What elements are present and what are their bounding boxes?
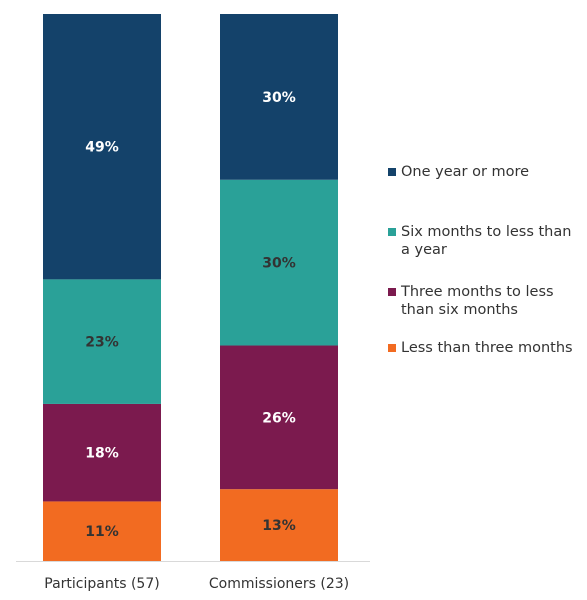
bar-segment-participants-57-less-than-three-months: [43, 501, 161, 561]
legend-swatch-six-months-to-less-than-a-year: [388, 228, 396, 236]
x-axis-category-label: Commissioners (23): [209, 576, 349, 592]
legend-swatch-less-than-three-months: [388, 344, 396, 352]
legend-label-line: Six months to less than: [401, 224, 571, 240]
x-axis-category-label: Participants (57): [44, 576, 159, 592]
legend-label: Six months to less than a year: [401, 224, 571, 258]
bar-segment-participants-57-six-months-to-less-than-a-year: [43, 279, 161, 404]
bar-segment-commissioners-23-less-than-three-months: [220, 489, 338, 561]
legend-label: Less than three months: [401, 340, 573, 356]
bar-segment-commissioners-23-three-months-to-less-than-six-months: [220, 345, 338, 490]
legend-label-line: a year: [401, 242, 447, 258]
legend-label-line: One year or more: [401, 164, 529, 180]
legend-label: Three months to less than six months: [400, 284, 554, 318]
legend-label: One year or more: [401, 164, 529, 180]
bar-segment-commissioners-23-one-year-or-more: [220, 14, 338, 180]
data-label: 11%: [85, 524, 119, 540]
legend-swatch-three-months-to-less-than-six-months: [388, 288, 396, 296]
legend-label-line: Less than three months: [401, 340, 573, 356]
bar-segment-participants-57-three-months-to-less-than-six-months: [43, 403, 161, 502]
data-label: 30%: [262, 256, 296, 272]
legend-label-line: Three months to less: [400, 284, 554, 300]
data-label: 49%: [85, 140, 119, 156]
data-label: 30%: [262, 90, 296, 106]
bar-segment-commissioners-23-six-months-to-less-than-a-year: [220, 179, 338, 346]
legend-swatch-one-year-or-more: [388, 168, 396, 176]
data-label: 26%: [262, 410, 296, 426]
bar-segment-participants-57-one-year-or-more: [43, 14, 161, 280]
legend-label-line: than six months: [401, 302, 518, 318]
data-label: 18%: [85, 446, 119, 462]
data-label: 13%: [262, 518, 296, 534]
data-label: 23%: [85, 335, 119, 351]
